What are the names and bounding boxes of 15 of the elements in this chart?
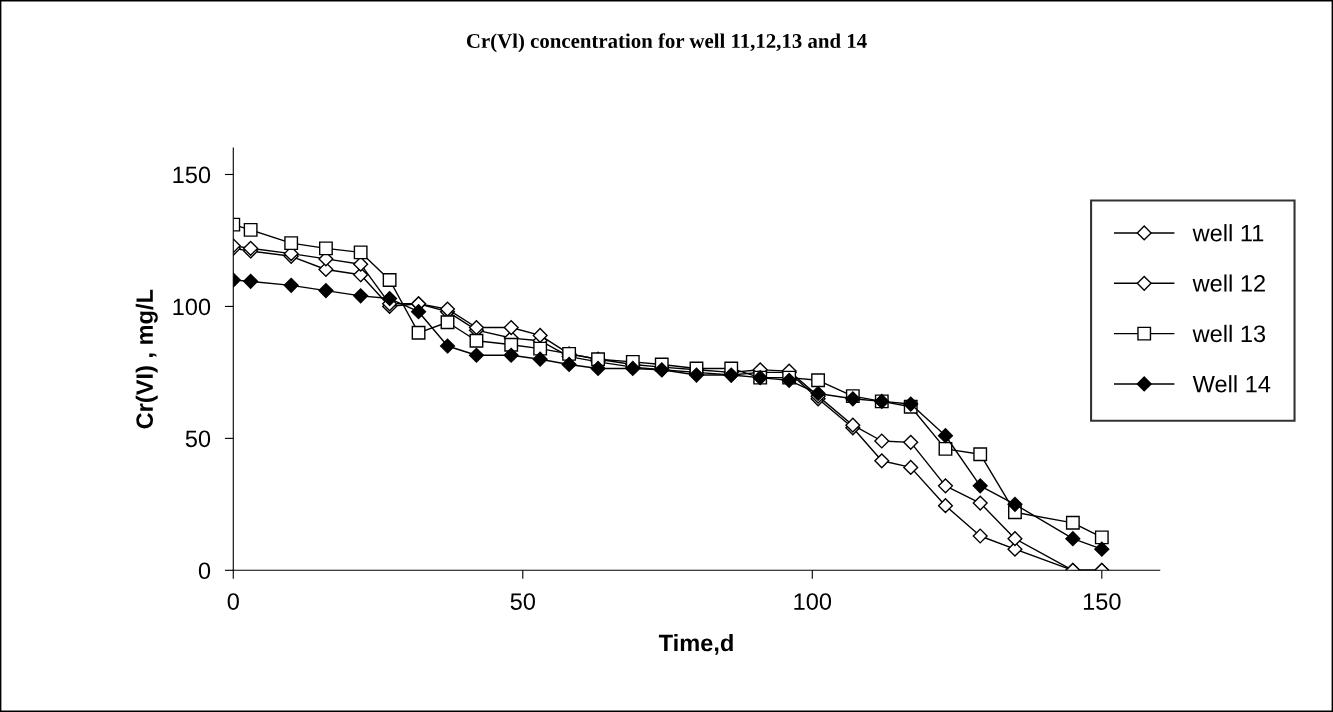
legend-label: well 11 [1192,224,1264,242]
x-tick-label: 50 [510,593,535,610]
x-tick-label: 150 [1083,593,1121,610]
y-tick-label: 150 [173,166,211,184]
legend-label: Well 14 [1192,375,1271,393]
y-tick-label: 0 [198,562,211,580]
y-tick-label: 50 [185,430,211,448]
x-axis-title: Time,d [658,633,733,655]
y-tick-label: 100 [173,298,211,316]
legend-label: well 13 [1192,324,1266,343]
x-tick-label: 100 [794,593,832,610]
y-axis-title: Cr(VI) , mg/L [135,289,158,429]
chart-title: Cr(Vl) concentration for well 11,12,13 and 14 [466,33,867,53]
legend-label: well 12 [1192,274,1265,292]
x-tick-label: 0 [227,593,239,610]
